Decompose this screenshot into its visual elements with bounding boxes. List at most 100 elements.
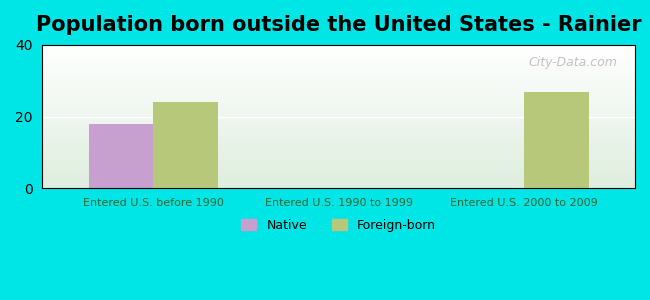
Bar xyxy=(42,120,635,121)
Title: Population born outside the United States - Rainier: Population born outside the United State… xyxy=(36,15,642,35)
Bar xyxy=(42,74,635,75)
Bar xyxy=(42,57,635,58)
Bar xyxy=(42,177,635,178)
Bar xyxy=(42,60,635,61)
Bar xyxy=(42,159,635,160)
Bar xyxy=(42,63,635,64)
Bar xyxy=(153,102,218,188)
Bar xyxy=(42,68,635,69)
Bar xyxy=(42,155,635,156)
Bar xyxy=(42,121,635,122)
Bar xyxy=(42,56,635,57)
Bar xyxy=(42,185,635,186)
Bar xyxy=(42,187,635,188)
Bar xyxy=(42,98,635,99)
Bar xyxy=(42,76,635,77)
Bar xyxy=(42,65,635,66)
Bar xyxy=(42,157,635,158)
Bar xyxy=(42,71,635,72)
Bar xyxy=(42,72,635,73)
Bar xyxy=(42,99,635,100)
Bar xyxy=(42,144,635,145)
Bar xyxy=(42,115,635,116)
Bar xyxy=(42,113,635,114)
Bar xyxy=(42,62,635,63)
Bar xyxy=(42,133,635,134)
Bar xyxy=(42,81,635,82)
Bar xyxy=(42,97,635,98)
Bar xyxy=(42,139,635,140)
Bar xyxy=(42,172,635,173)
Bar xyxy=(42,101,635,102)
Bar xyxy=(42,132,635,133)
Bar xyxy=(42,66,635,67)
Bar xyxy=(42,107,635,108)
Bar xyxy=(42,148,635,149)
Bar xyxy=(42,128,635,129)
Bar xyxy=(42,104,635,105)
Bar xyxy=(42,90,635,91)
Bar xyxy=(42,108,635,109)
Bar xyxy=(42,136,635,137)
Bar xyxy=(42,169,635,170)
Bar xyxy=(42,174,635,175)
Bar xyxy=(42,163,635,164)
Bar xyxy=(524,92,589,188)
Bar xyxy=(42,146,635,147)
Bar xyxy=(42,64,635,65)
Bar xyxy=(42,89,635,90)
Bar xyxy=(42,87,635,88)
Bar xyxy=(42,129,635,130)
Bar xyxy=(42,51,635,52)
Bar xyxy=(42,106,635,107)
Bar xyxy=(42,168,635,169)
Bar xyxy=(42,179,635,180)
Bar xyxy=(42,161,635,162)
Bar xyxy=(42,61,635,62)
Bar xyxy=(42,154,635,155)
Bar xyxy=(42,102,635,103)
Bar xyxy=(42,151,635,152)
Bar xyxy=(42,173,635,174)
Bar xyxy=(42,178,635,179)
Bar xyxy=(42,141,635,142)
Bar xyxy=(42,183,635,184)
Bar xyxy=(42,94,635,95)
Bar xyxy=(42,110,635,111)
Bar xyxy=(42,49,635,50)
Bar xyxy=(42,105,635,106)
Bar xyxy=(42,135,635,136)
Bar xyxy=(42,145,635,146)
Bar xyxy=(42,46,635,47)
Bar xyxy=(42,95,635,96)
Bar xyxy=(42,140,635,141)
Bar xyxy=(42,92,635,93)
Bar xyxy=(42,127,635,128)
Bar xyxy=(42,52,635,53)
Bar xyxy=(42,78,635,79)
Bar xyxy=(42,130,635,131)
Bar xyxy=(42,160,635,161)
Bar xyxy=(42,126,635,127)
Bar xyxy=(42,131,635,132)
Bar xyxy=(42,88,635,89)
Bar xyxy=(42,114,635,115)
Bar xyxy=(42,134,635,135)
Bar xyxy=(42,138,635,139)
Bar xyxy=(42,150,635,151)
Bar xyxy=(42,164,635,165)
Bar xyxy=(42,112,635,113)
Bar xyxy=(42,111,635,112)
Bar xyxy=(42,124,635,125)
Bar xyxy=(42,180,635,181)
Bar xyxy=(42,70,635,71)
Bar xyxy=(42,181,635,182)
Bar xyxy=(42,67,635,68)
Bar xyxy=(42,162,635,163)
Bar xyxy=(42,123,635,124)
Bar xyxy=(42,103,635,104)
Bar xyxy=(42,171,635,172)
Bar xyxy=(42,142,635,143)
Bar xyxy=(42,184,635,185)
Bar xyxy=(42,158,635,159)
